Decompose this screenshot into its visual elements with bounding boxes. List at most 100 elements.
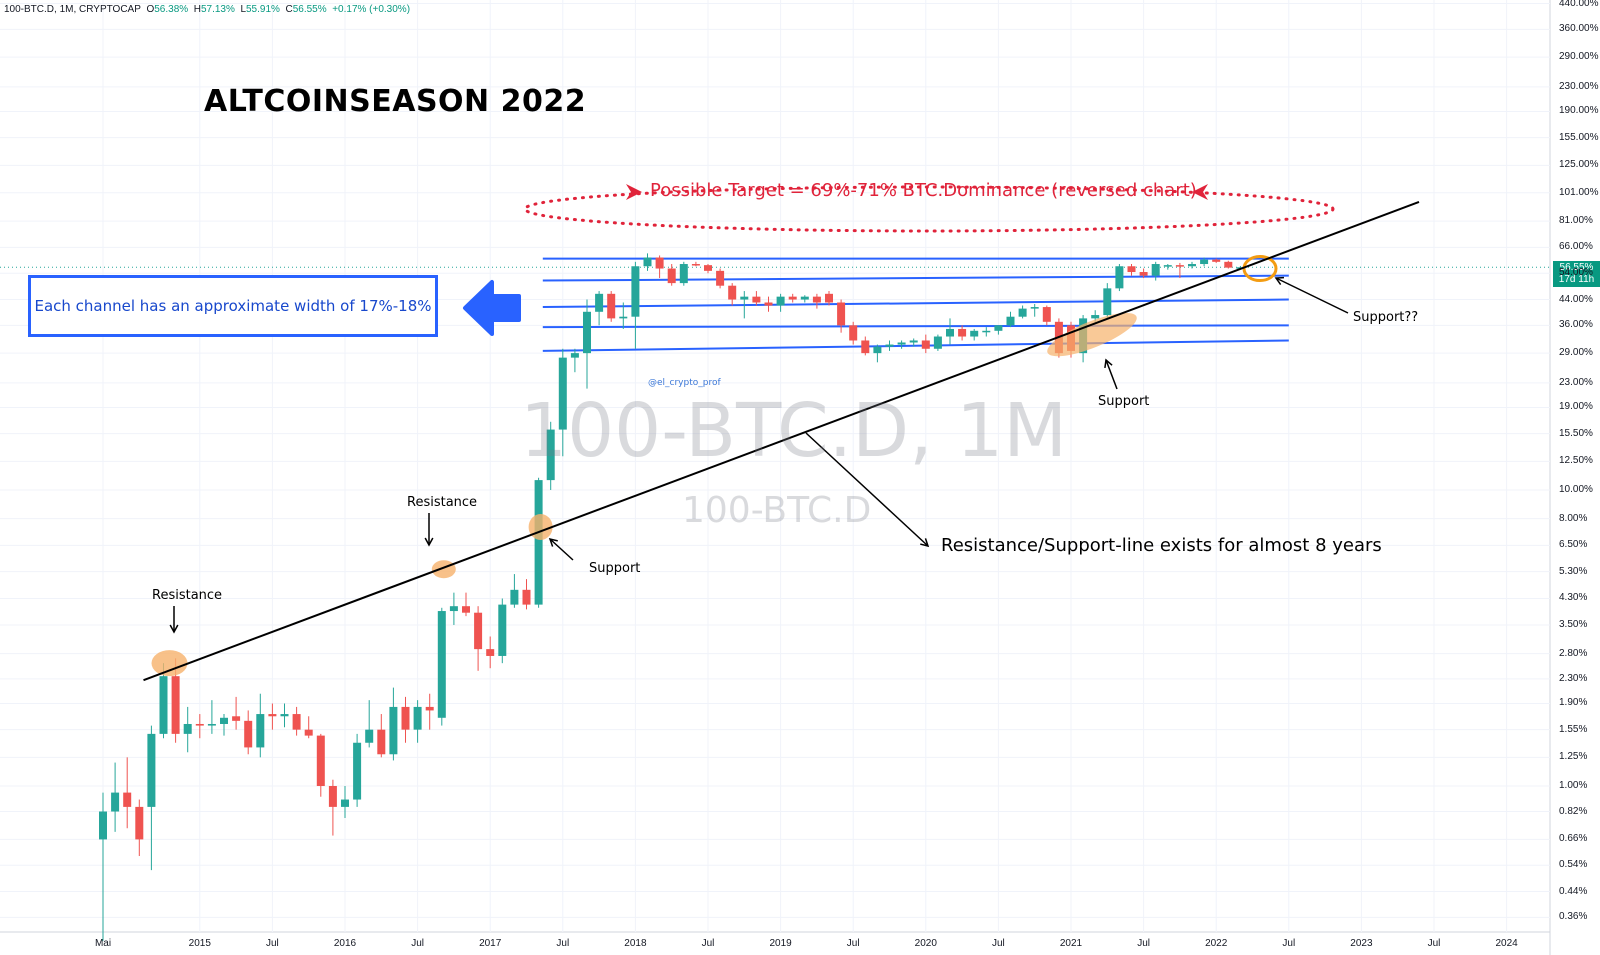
candle-body: [111, 792, 120, 812]
candle-body: [280, 714, 289, 717]
x-tick-label: 2016: [333, 938, 357, 949]
x-tick-label: Jul: [1282, 938, 1296, 949]
y-tick-label: 12.50%: [1559, 455, 1593, 467]
candle-body: [691, 264, 700, 266]
channel-line: [542, 274, 1289, 282]
support-highlight-2: [1047, 312, 1137, 357]
candle-body: [328, 786, 337, 807]
channel-line: [542, 298, 1289, 309]
y-tick-label: 66.00%: [1559, 241, 1593, 253]
candle-body: [220, 717, 228, 724]
y-tick-label: 29.00%: [1559, 347, 1593, 359]
y-tick-label: 23.00%: [1559, 376, 1593, 388]
blue-arrow-left-icon: [463, 280, 521, 336]
candle-body: [1006, 316, 1015, 326]
candle-body: [849, 325, 858, 341]
watermark-main: 100-BTC.D, 1M: [520, 388, 1068, 474]
candle-body: [207, 723, 216, 726]
chart-title: ALTCOINSEASON 2022: [204, 84, 587, 119]
y-tick-label: 1.55%: [1559, 723, 1588, 735]
trendline: [143, 201, 1420, 682]
high-label: H: [193, 4, 201, 15]
candle-body: [946, 328, 954, 337]
candle-body: [316, 735, 325, 786]
candle-body: [401, 706, 410, 730]
candle-body: [837, 302, 846, 326]
y-tick-label: 3.50%: [1559, 618, 1588, 630]
support-label-1: Support: [589, 561, 641, 576]
resistance-label-2: Resistance: [407, 495, 478, 510]
candle-body: [522, 589, 531, 605]
x-tick-label: 2018: [624, 938, 647, 949]
candle-body: [353, 742, 362, 800]
low-value: 55.91%: [246, 4, 280, 15]
y-tick-label: 360.00%: [1559, 23, 1599, 35]
x-tick-label: Jul: [411, 938, 424, 949]
candle-body: [498, 604, 507, 656]
candle-body: [1212, 259, 1221, 262]
y-tick-label: 10.00%: [1559, 484, 1593, 495]
candle-body: [256, 714, 265, 748]
candle-body: [377, 729, 386, 755]
support-arrow-2-head: [1104, 358, 1113, 369]
resistance-label-1: Resistance: [152, 588, 223, 603]
resistance-arrow-2-head: [424, 537, 434, 547]
candle-body: [933, 336, 942, 349]
candle-body: [764, 302, 773, 306]
channel-line: [542, 339, 1289, 352]
y-tick-label: 0.36%: [1559, 911, 1588, 923]
y-tick-label: 125.00%: [1559, 159, 1599, 171]
candle-body: [1115, 266, 1124, 289]
x-tick-label: Mai: [94, 938, 112, 949]
x-tick-label: Jul: [846, 938, 860, 949]
target-ellipse: [523, 185, 1335, 233]
close-label: C: [285, 4, 293, 15]
support-highlight-1: [528, 513, 553, 540]
y-tick-label: 440.00%: [1559, 0, 1599, 9]
x-tick-label: 2017: [479, 938, 502, 949]
y-tick-label: 8.00%: [1559, 512, 1588, 524]
support-arrow-1-head: [548, 537, 558, 547]
y-tick-label: 5.30%: [1559, 565, 1588, 577]
trendline-label: Resistance/Support-line exists for almos…: [941, 535, 1382, 556]
x-tick-label: 2015: [188, 938, 211, 949]
target-arrow-left-icon: [1192, 184, 1208, 200]
candle-body: [788, 296, 797, 300]
y-tick-label: 155.00%: [1559, 131, 1599, 143]
candle-body: [1030, 307, 1039, 309]
channel-width-box: Each channel has an approximate width of…: [28, 275, 438, 337]
support-arrow-1: [549, 538, 574, 561]
x-tick-label: 2023: [1350, 938, 1373, 949]
y-tick-label: 290.00%: [1559, 51, 1599, 63]
candle-body: [570, 353, 579, 358]
bar-countdown: 17d 11h: [1558, 274, 1595, 285]
candle-body: [437, 611, 446, 718]
last-price-tag: 56.55% 17d 11h: [1553, 261, 1600, 287]
x-tick-label: 2020: [914, 938, 937, 949]
y-tick-label: 190.00%: [1559, 105, 1599, 117]
y-tick-label: 6.50%: [1559, 539, 1588, 551]
candle-body: [740, 296, 749, 300]
candle-body: [449, 606, 458, 612]
candle-body: [704, 265, 712, 271]
y-tick-label: 4.30%: [1559, 592, 1588, 604]
candle-body: [885, 344, 894, 347]
y-tick-label: 36.00%: [1559, 319, 1593, 331]
candle-body: [1163, 265, 1172, 267]
candle-body: [595, 293, 604, 312]
author-credit: @el_crypto_prof: [648, 378, 721, 388]
candle-body: [1151, 264, 1160, 276]
x-tick-label: Jul: [701, 938, 715, 949]
candle-body: [909, 340, 918, 343]
candle-body: [631, 266, 640, 317]
x-tick-label: 2022: [1205, 938, 1228, 949]
symbol-name: 100-BTC.D, 1M, CRYPTOCAP: [4, 4, 141, 15]
candle-body: [1127, 266, 1136, 273]
y-tick-label: 0.82%: [1559, 805, 1588, 817]
candle-body: [1175, 265, 1184, 267]
candle-body: [728, 285, 737, 300]
candle-body: [510, 589, 519, 605]
candle-body: [99, 811, 107, 840]
candle-body: [655, 257, 664, 269]
